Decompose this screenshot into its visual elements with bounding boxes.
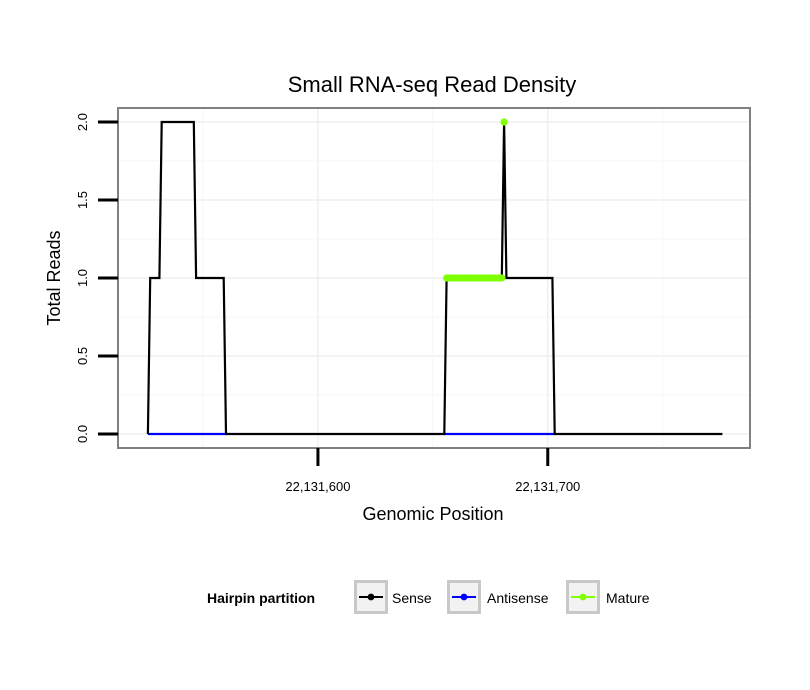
x-axis-title: Genomic Position [362, 504, 503, 524]
chart-title: Small RNA-seq Read Density [288, 72, 577, 97]
y-tick-label: 1.0 [75, 269, 90, 287]
y-axis-title: Total Reads [44, 230, 64, 325]
x-tick-label: 22,131,600 [285, 479, 350, 494]
legend-dot-antisense [460, 593, 468, 601]
legend-dot-mature [579, 593, 587, 601]
data-point-mature [500, 118, 508, 126]
legend-label-sense: Sense [392, 590, 432, 606]
y-axis: 0.0 0.5 1.0 1.5 2.0 [75, 113, 118, 443]
legend-label-mature: Mature [606, 590, 650, 606]
legend-label-antisense: Antisense [487, 590, 549, 606]
y-tick-label: 0.5 [75, 347, 90, 365]
series-layer [146, 118, 723, 436]
y-tick-label: 2.0 [75, 113, 90, 131]
legend: Hairpin partition Sense Antisense Mature [207, 580, 650, 614]
x-tick-label: 22,131,700 [515, 479, 580, 494]
data-point-mature [498, 274, 506, 282]
legend-dot-sense [367, 593, 375, 601]
x-axis: 22,131,600 22,131,700 [285, 448, 580, 494]
series-line-sense [146, 120, 723, 436]
y-tick-label: 1.5 [75, 191, 90, 209]
y-tick-label: 0.0 [75, 425, 90, 443]
legend-title: Hairpin partition [207, 590, 315, 606]
